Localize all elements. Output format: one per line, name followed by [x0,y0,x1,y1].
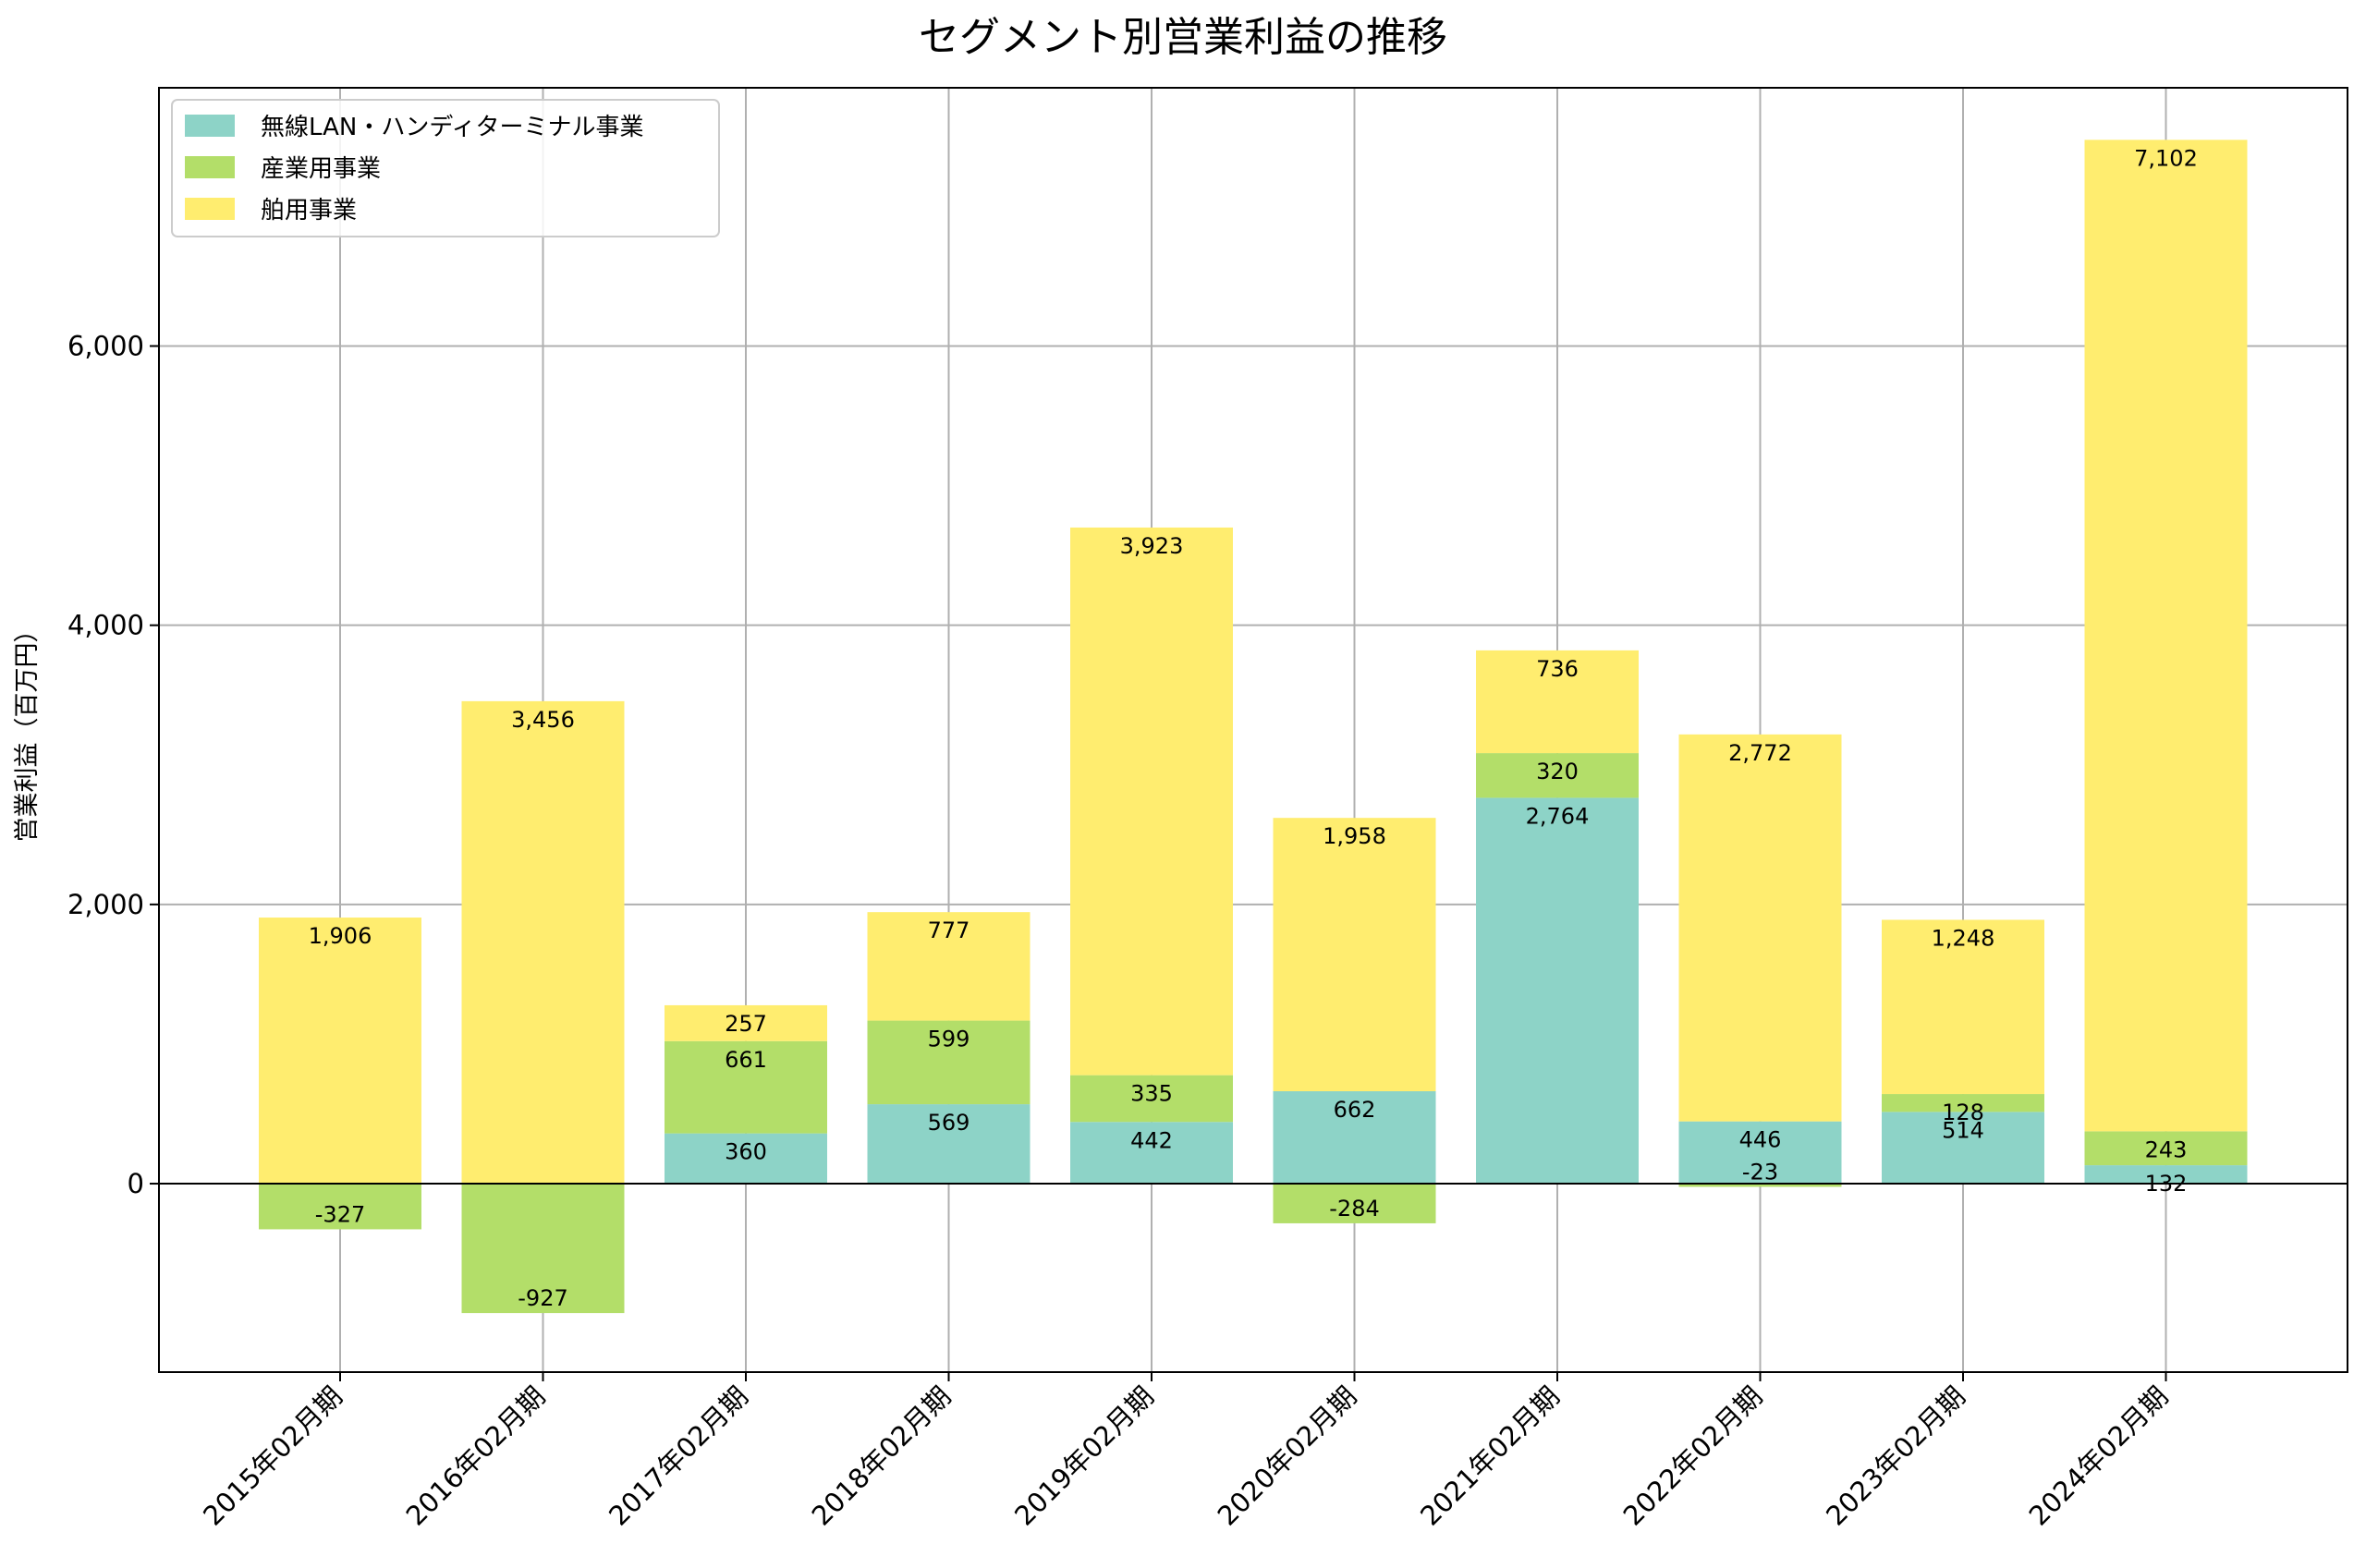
bar-segment [1882,919,2044,1095]
bar-segment [1476,650,1639,754]
bar-segment [2084,1165,2248,1185]
bar-segment [867,912,1031,1021]
data-label: 335 [1130,1081,1173,1107]
data-label: 514 [1942,1117,1984,1143]
plot-area-frame [158,87,2348,1373]
legend-label: 産業用事業 [261,155,381,183]
data-label: 1,906 [309,923,372,949]
data-label: 132 [2145,1171,2188,1197]
y-tick-label: 0 [128,1168,144,1199]
y-axis: 0 2,000 4,000 6,000 [67,331,159,1199]
data-label: -23 [1742,1160,1778,1185]
bar-segment [867,1020,1031,1105]
data-label: 661 [725,1047,767,1073]
y-tick-label: 2,000 [67,889,144,920]
bar-segment [2084,1131,2248,1166]
bar-segment [1070,1122,1233,1185]
data-label: 777 [928,918,970,943]
bar-segment [1882,1112,2044,1185]
x-tick-label: 2021年02月期 [1414,1380,1566,1532]
data-label: 257 [725,1011,767,1037]
legend-swatch [185,198,235,220]
data-label: 243 [2145,1136,2188,1162]
bar-segment [1678,1184,1842,1187]
data-label: 7,102 [2134,145,2198,171]
data-label: 2,764 [1526,803,1590,829]
data-label: 3,923 [1120,533,1184,559]
data-label: 1,248 [1932,925,1995,951]
legend-label: 無線LAN・ハンディターミナル事業 [261,114,644,141]
bar-segment [867,1104,1031,1185]
legend-swatch [185,115,235,137]
bar-segment [665,1133,827,1185]
x-tick-label: 2017年02月期 [603,1380,754,1532]
x-tick-label: 2020年02月期 [1212,1380,1363,1532]
data-label: 128 [1942,1100,1984,1125]
data-label: 569 [928,1110,970,1136]
x-tick-label: 2016年02月期 [400,1380,552,1532]
bar-segment [1273,1091,1436,1185]
data-label: 360 [725,1139,767,1165]
data-label: 442 [1130,1127,1173,1153]
x-axis: 2015年02月期 2016年02月期 2017年02月期 2018年02月期 2019… [197,1372,2174,1532]
x-tick-label: 2015年02月期 [197,1380,348,1532]
legend-label: 舶用事業 [261,197,357,225]
bar-segment [461,700,625,1185]
data-label: 736 [1536,656,1579,682]
data-label: 662 [1334,1097,1376,1123]
bar-segment [1476,753,1639,798]
data-labels: -327 1,906 -927 3,456 360 661 257 569 599 777 442 3… [309,145,2198,1311]
data-label: -284 [1329,1196,1379,1222]
x-tick-label: 2024年02月期 [2023,1380,2175,1532]
bar-segment [665,1004,827,1041]
y-tick-label: 4,000 [67,610,144,641]
bar-segment [1070,527,1233,1076]
x-tick-label: 2018年02月期 [806,1380,957,1532]
chart-title: セグメント別営業利益の推移 [919,14,1447,61]
bar-segment [259,918,421,1185]
bar-segment [1678,734,1842,1122]
x-tick-label: 2019年02月期 [1008,1380,1160,1532]
data-label: 1,958 [1323,823,1386,849]
bar-segment [259,1184,421,1230]
bar-segment [1476,797,1639,1185]
y-axis-label: 営業利益（百万円） [13,618,42,843]
bars [259,140,2248,1314]
x-tick-label: 2022年02月期 [1617,1380,1769,1532]
bar-segment [1882,1094,2044,1112]
data-label: 3,456 [511,707,575,733]
bar-segment [1070,1075,1233,1123]
bar-segment [2084,140,2248,1132]
bar-segment [1273,818,1436,1092]
data-label: 2,772 [1728,740,1792,766]
legend-box [171,99,720,237]
bar-segment [1273,1184,1436,1223]
bar-segment [1678,1121,1842,1185]
data-label: 446 [1739,1127,1782,1153]
data-label: 320 [1536,759,1579,784]
x-tick-label: 2023年02月期 [1820,1380,1971,1532]
bar-segment [461,1184,625,1314]
data-label: 599 [928,1027,970,1052]
bar-segment [665,1040,827,1134]
data-label: -327 [315,1201,365,1227]
legend-swatch [185,156,235,178]
y-tick-label: 6,000 [67,331,144,362]
data-label: -927 [518,1285,567,1311]
